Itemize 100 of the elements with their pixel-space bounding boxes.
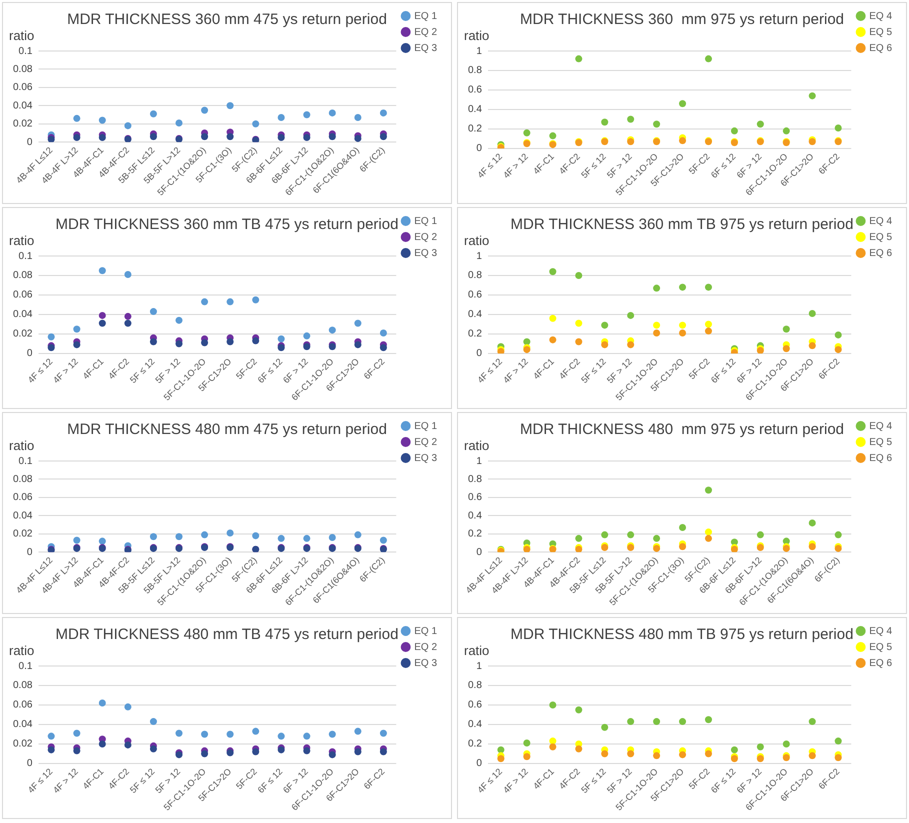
y-tick-label: 0	[26, 546, 33, 558]
point	[808, 519, 816, 526]
point	[176, 340, 183, 348]
point	[679, 524, 686, 532]
point	[354, 320, 362, 327]
legend-label: EQ 5	[869, 642, 892, 653]
point	[278, 335, 285, 342]
point	[782, 740, 790, 748]
y-tick-label: 0.04	[12, 100, 33, 112]
y-tick-label: 0.02	[12, 328, 33, 340]
point	[380, 536, 387, 544]
point	[601, 341, 608, 348]
point	[328, 534, 336, 542]
point	[627, 341, 634, 348]
point	[549, 743, 556, 750]
point	[176, 119, 183, 126]
point	[653, 752, 660, 760]
y-tick-label: 0.06	[12, 82, 33, 94]
point	[252, 748, 260, 756]
y-tick-label: 0.8	[468, 680, 482, 692]
y-tick-label: 0.1	[18, 46, 33, 57]
point	[575, 745, 582, 752]
y-axis-title: ratio	[464, 28, 490, 44]
point	[380, 329, 387, 336]
y-tick-label: 0.04	[12, 510, 33, 522]
point	[834, 346, 842, 354]
y-tick-label: 0.4	[468, 309, 482, 320]
point	[808, 543, 816, 550]
legend-label: EQ 1	[414, 216, 438, 227]
point	[73, 114, 80, 122]
point	[730, 746, 738, 754]
legend-label: EQ 5	[869, 26, 892, 38]
x-tick-label: 6F ≤ 12	[256, 766, 284, 795]
point	[98, 134, 106, 142]
y-tick-label: 0.02	[12, 738, 33, 750]
point	[627, 116, 634, 123]
point	[48, 732, 55, 740]
point	[328, 751, 336, 758]
point	[653, 534, 660, 542]
x-tick-label: 5F ≤ 12	[579, 356, 608, 385]
point	[201, 133, 208, 140]
point	[328, 326, 336, 334]
point	[808, 310, 816, 318]
point	[150, 745, 157, 752]
point	[201, 750, 208, 758]
point	[679, 100, 686, 108]
point	[328, 133, 336, 140]
point	[627, 718, 634, 726]
point	[679, 284, 686, 291]
y-axis-title: ratio	[9, 28, 34, 44]
point	[704, 750, 712, 758]
point	[328, 109, 336, 116]
point	[354, 748, 362, 756]
legend-label: EQ 2	[414, 232, 438, 243]
point	[201, 106, 208, 114]
legend-label: EQ 3	[414, 248, 438, 259]
legend-label: EQ 3	[414, 658, 438, 669]
chart-title: MDR THICKNESS 480 mm 975 ys return period	[520, 421, 844, 438]
legend-label: EQ 4	[869, 216, 892, 227]
y-axis-title: ratio	[9, 643, 34, 658]
point	[150, 338, 157, 346]
point	[354, 531, 362, 538]
y-tick-label: 0.2	[468, 738, 482, 750]
chart-title: MDR THICKNESS 360 mm 475 ys return period	[67, 11, 387, 28]
point	[73, 341, 80, 348]
point	[252, 120, 260, 128]
point	[98, 312, 106, 319]
chart-title: MDR THICKNESS 480 mm TB 475 ys return period	[56, 626, 398, 644]
point	[834, 531, 842, 538]
point	[782, 127, 790, 134]
point	[523, 129, 530, 136]
point	[252, 728, 260, 735]
y-tick-label: 0.02	[12, 118, 33, 130]
y-axis-title: ratio	[464, 438, 490, 454]
legend-label: EQ 5	[869, 232, 892, 243]
point	[226, 133, 234, 140]
point	[124, 741, 132, 748]
legend-label: EQ 2	[414, 436, 438, 448]
point	[380, 748, 387, 756]
point	[808, 718, 816, 726]
point	[704, 528, 712, 536]
x-tick-label: 6F ≤ 12	[708, 151, 738, 180]
y-tick-label: 0.04	[12, 719, 33, 730]
point	[176, 316, 183, 324]
point	[549, 738, 556, 745]
chart-title: MDR THICKNESS 360 mm TB 975 ys return period	[510, 216, 854, 234]
y-tick-label: 0.4	[468, 719, 482, 730]
point	[226, 102, 234, 110]
point	[226, 529, 234, 536]
point	[354, 728, 362, 735]
point	[380, 730, 387, 737]
y-tick-label: 0.4	[468, 104, 482, 116]
x-tick-label: 6F ≤ 12	[708, 356, 738, 385]
point	[808, 342, 816, 350]
point	[303, 111, 310, 118]
point	[124, 320, 132, 327]
y-tick-label: 1	[476, 456, 482, 467]
legend-label: EQ 4	[869, 626, 892, 637]
point	[150, 533, 157, 540]
point	[354, 114, 362, 122]
